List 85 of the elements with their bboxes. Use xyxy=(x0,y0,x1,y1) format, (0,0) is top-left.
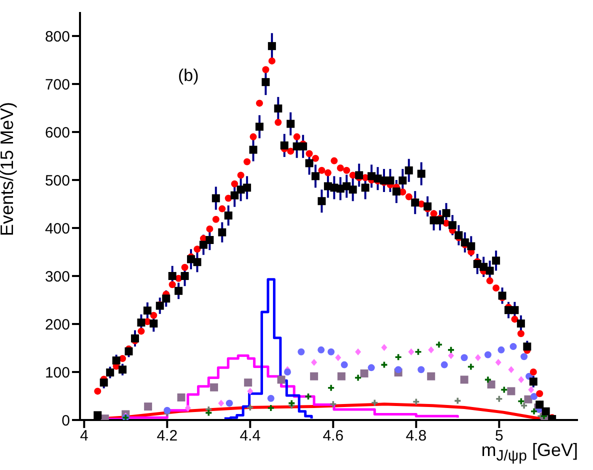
point xyxy=(448,352,454,360)
point xyxy=(508,366,514,374)
point xyxy=(495,358,502,366)
point xyxy=(408,348,414,356)
point xyxy=(246,404,254,412)
point xyxy=(204,408,213,417)
point xyxy=(428,346,434,354)
point xyxy=(474,354,481,362)
point xyxy=(500,386,508,394)
point xyxy=(328,348,335,356)
x-tick-label: 4.2 xyxy=(156,428,178,445)
point xyxy=(327,384,335,392)
point xyxy=(495,394,504,403)
point xyxy=(380,360,388,369)
point xyxy=(318,346,325,354)
x-tick-label: 4.8 xyxy=(406,428,427,445)
point xyxy=(244,378,252,387)
point xyxy=(267,394,274,402)
point xyxy=(520,353,528,360)
point xyxy=(226,400,233,407)
point xyxy=(277,376,286,384)
point xyxy=(447,346,455,354)
point xyxy=(267,404,275,412)
point xyxy=(284,368,291,376)
point xyxy=(310,372,318,380)
point xyxy=(354,374,362,382)
point xyxy=(427,372,436,380)
point xyxy=(510,343,517,350)
point xyxy=(329,400,338,408)
point xyxy=(304,392,312,400)
x-tick-label: 4.6 xyxy=(322,428,344,445)
y-axis-title: Events/(15 MeV) xyxy=(0,102,17,236)
point xyxy=(414,348,422,356)
point xyxy=(440,361,448,368)
y-tick-label: 100 xyxy=(44,364,70,382)
x-tick-label: 4.4 xyxy=(240,428,261,445)
point xyxy=(517,397,526,406)
y-tick-label: 400 xyxy=(44,220,70,238)
point xyxy=(487,380,496,388)
point xyxy=(247,388,254,395)
point xyxy=(288,399,296,408)
point xyxy=(340,361,348,368)
point xyxy=(381,344,388,352)
point xyxy=(360,369,368,378)
point xyxy=(530,407,538,416)
point xyxy=(435,340,443,349)
point xyxy=(337,372,346,380)
point xyxy=(524,395,532,404)
point xyxy=(418,366,425,374)
y-tick-label: 800 xyxy=(44,28,70,46)
annotation: (b) xyxy=(178,66,199,86)
y-tick-label: 0 xyxy=(62,412,70,430)
point xyxy=(484,351,492,358)
point xyxy=(528,386,534,394)
point xyxy=(335,354,342,362)
point xyxy=(298,348,305,356)
point xyxy=(467,362,475,371)
y-tick-label: 500 xyxy=(44,172,70,190)
y-tick-label: 600 xyxy=(44,124,70,142)
y-tick-label: 300 xyxy=(44,268,70,286)
point xyxy=(164,406,171,414)
point xyxy=(144,402,152,411)
point xyxy=(412,398,420,406)
point xyxy=(394,353,402,362)
point xyxy=(370,398,379,407)
point xyxy=(460,376,468,384)
point xyxy=(184,404,191,412)
point xyxy=(210,383,218,392)
point xyxy=(507,387,516,396)
point xyxy=(520,402,528,410)
point xyxy=(484,376,492,384)
point xyxy=(518,376,524,384)
point xyxy=(177,393,186,402)
y-tick-label: 200 xyxy=(44,316,70,334)
point xyxy=(454,396,462,405)
y-tick-label: 700 xyxy=(44,76,70,94)
point xyxy=(311,358,318,366)
point xyxy=(394,366,402,374)
point xyxy=(355,348,362,356)
x-tick-label: 4 xyxy=(80,428,88,445)
point xyxy=(460,354,468,362)
point xyxy=(498,346,505,354)
point xyxy=(530,392,538,400)
point xyxy=(368,364,375,372)
point xyxy=(218,400,224,407)
